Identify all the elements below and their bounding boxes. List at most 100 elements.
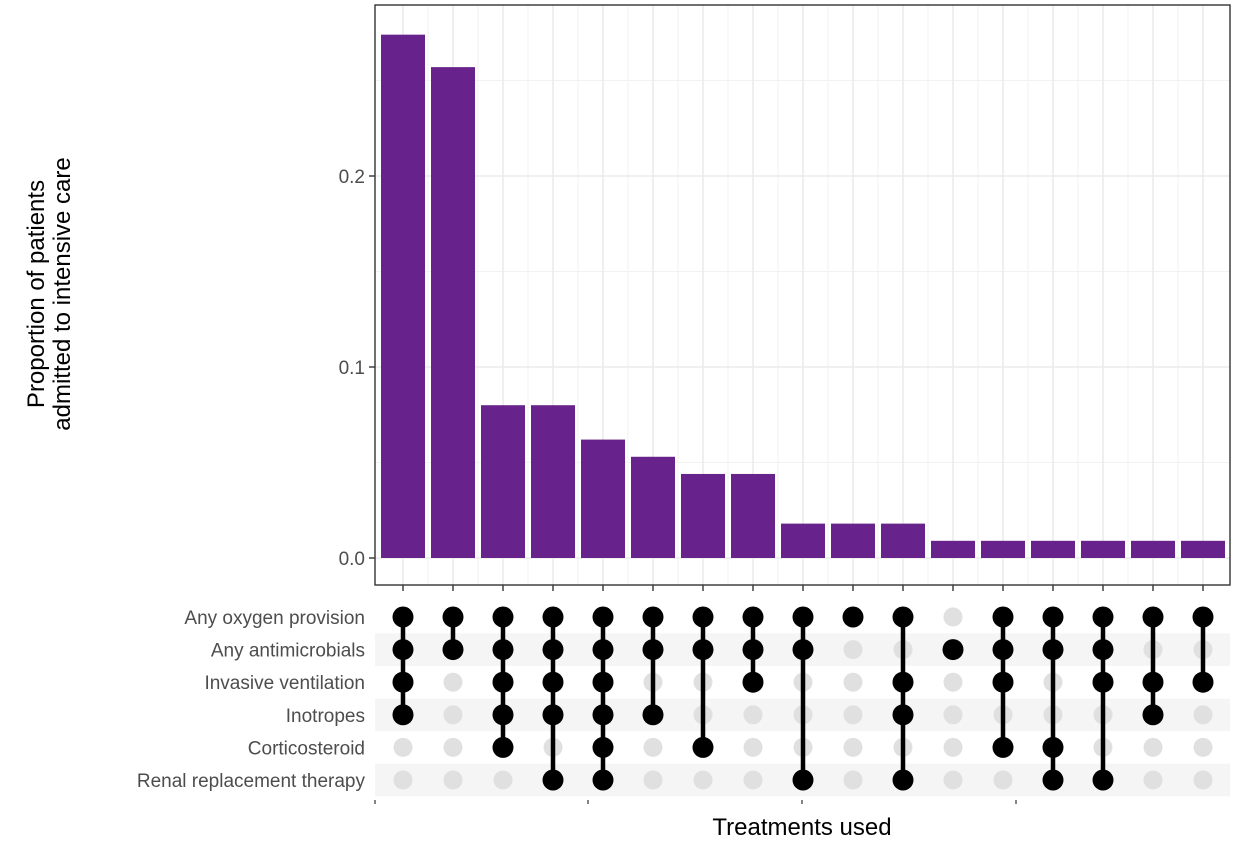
matrix-dot-filled [1092,639,1114,661]
matrix-dot-filled [542,769,564,791]
matrix-dot-filled [892,769,914,791]
set-label: Invasive ventilation [204,673,365,694]
matrix-dot-empty [393,770,413,790]
bar [831,523,875,558]
matrix-dot-empty [943,737,963,757]
set-label: Inotropes [286,706,365,727]
matrix-dot-filled [592,736,614,758]
matrix-dot-filled [542,639,564,661]
matrix-dot-filled [392,671,414,693]
matrix-dot-empty [943,607,963,627]
matrix-dot-filled [592,671,614,693]
matrix-dot-filled [1192,671,1214,693]
matrix-dot-empty [443,672,463,692]
bar [981,540,1025,558]
y-axis-title-line-2: admitted to intensive care [49,157,76,430]
y-tick-label: 0.2 [339,167,365,188]
matrix-dots [392,606,1214,791]
bar [1131,540,1175,558]
matrix-dot-filled [542,606,564,628]
bar [531,405,575,558]
set-labels: Any oxygen provision Any antimicrobials In… [137,608,366,792]
bars [381,34,1225,559]
matrix-dot-empty [843,705,863,725]
y-axis-title-line-1: Proportion of patients [23,180,50,408]
matrix-dot-filled [1092,671,1114,693]
bar [731,473,775,558]
bar [481,405,525,558]
matrix-dot-filled [1142,671,1164,693]
matrix-dot-filled [692,606,714,628]
matrix-axis-ticks [374,800,1017,804]
matrix-dot-filled [642,606,664,628]
matrix-dot-filled [592,704,614,726]
matrix-dot-empty [843,672,863,692]
matrix-dot-empty [1193,737,1213,757]
intersection-matrix: Any oxygen provision Any antimicrobials In… [137,606,1230,797]
matrix-dot-filled [1142,606,1164,628]
matrix-dot-filled [492,606,514,628]
matrix-dot-empty [843,770,863,790]
bar [381,34,425,559]
matrix-dot-filled [742,606,764,628]
matrix-dot-empty [493,770,513,790]
matrix-dot-filled [892,671,914,693]
matrix-dot-filled [742,639,764,661]
matrix-dot-empty [443,770,463,790]
matrix-dot-filled [1092,769,1114,791]
matrix-dot-filled [442,606,464,628]
matrix-dot-filled [692,639,714,661]
matrix-dot-filled [1042,736,1064,758]
matrix-dot-filled [1042,639,1064,661]
bar [1081,540,1125,558]
matrix-dot-empty [843,640,863,660]
bar [581,439,625,558]
matrix-dot-filled [792,639,814,661]
matrix-dot-filled [842,606,864,628]
matrix-dot-filled [592,606,614,628]
matrix-dot-empty [1143,770,1163,790]
matrix-dot-empty [743,737,763,757]
matrix-dot-filled [392,704,414,726]
matrix-dot-filled [992,639,1014,661]
bar [931,540,975,558]
matrix-dot-empty [443,705,463,725]
matrix-dot-filled [492,704,514,726]
bar [631,456,675,558]
matrix-dot-filled [992,671,1014,693]
set-label: Any oxygen provision [184,608,365,629]
matrix-dot-empty [743,770,763,790]
matrix-dot-filled [542,704,564,726]
matrix-dot-empty [743,705,763,725]
set-label: Any antimicrobials [211,641,365,662]
matrix-dot-filled [792,769,814,791]
bar [881,523,925,558]
bar [681,473,725,558]
matrix-dot-filled [1042,606,1064,628]
bar [431,67,475,558]
set-label: Renal replacement therapy [137,771,366,792]
matrix-dot-filled [892,704,914,726]
matrix-dot-filled [1142,704,1164,726]
matrix-dot-filled [542,671,564,693]
matrix-dot-empty [843,737,863,757]
bar [1181,540,1225,558]
matrix-dot-filled [492,671,514,693]
bar-panel [374,4,1231,586]
matrix-dot-filled [392,639,414,661]
matrix-dot-empty [643,737,663,757]
matrix-dot-filled [442,639,464,661]
matrix-dot-filled [892,606,914,628]
matrix-dot-empty [1143,737,1163,757]
matrix-dot-empty [643,770,663,790]
matrix-dot-empty [1193,705,1213,725]
matrix-dot-filled [1042,769,1064,791]
matrix-dot-empty [943,672,963,692]
matrix-dot-empty [393,737,413,757]
matrix-dot-filled [642,704,664,726]
matrix-dot-filled [1192,606,1214,628]
matrix-dot-filled [592,639,614,661]
matrix-dot-filled [692,736,714,758]
y-axis: 0.0 0.1 0.2 [339,167,375,570]
x-axis-title: Treatments used [712,814,891,841]
